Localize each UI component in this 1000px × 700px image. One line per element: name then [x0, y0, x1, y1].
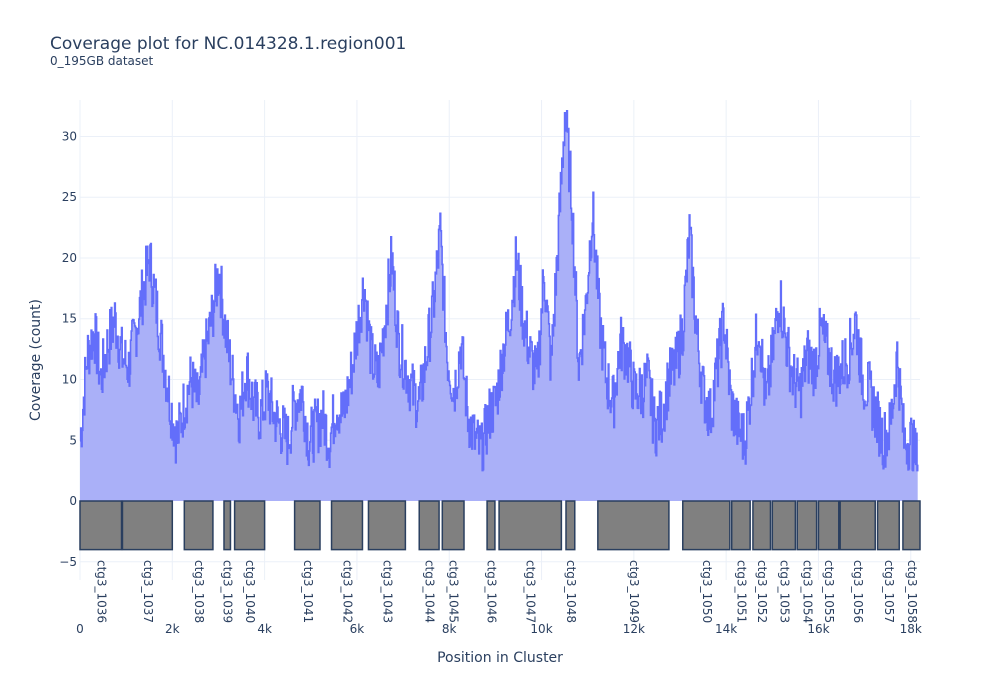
gene-box: [565, 500, 576, 551]
x-tick-label: 0: [76, 622, 84, 636]
gene-label: ctg3_1047: [524, 560, 538, 623]
gene-label: ctg3_1041: [301, 560, 315, 623]
coverage-line: [79, 110, 919, 472]
y-tick-label: 5: [69, 433, 77, 447]
gene-box: [293, 500, 321, 551]
y-tick-label: 25: [62, 190, 77, 204]
gene-label: ctg3_1038: [192, 560, 206, 623]
gene-label: ctg3_1042: [341, 560, 355, 623]
gene-label: ctg3_1039: [221, 560, 235, 623]
x-axis-title: Position in Cluster: [437, 650, 563, 666]
x-tick-label: 10k: [530, 622, 552, 636]
gene-box: [752, 500, 772, 551]
y-axis-title: Coverage (count): [28, 299, 44, 421]
gene-box: [441, 500, 465, 551]
gene-box: [597, 500, 670, 551]
gene-box: [121, 500, 174, 551]
gene-label: ctg3_1056: [851, 560, 865, 623]
gene-box: [330, 500, 364, 551]
chart-subtitle: 0_195GB dataset: [50, 54, 154, 68]
gene-box: [796, 500, 818, 551]
gene-box: [771, 500, 797, 551]
x-tick-label: 18k: [900, 622, 922, 636]
gene-label: ctg3_1052: [755, 560, 769, 623]
x-tick-label: 12k: [623, 622, 645, 636]
gene-box: [367, 500, 407, 551]
gene-label: ctg3_1036: [94, 560, 108, 623]
x-tick-label: 2k: [165, 622, 180, 636]
gene-box: [498, 500, 563, 551]
gene-box: [486, 500, 496, 551]
gene-box: [817, 500, 840, 551]
y-tick-label: 15: [62, 312, 77, 326]
gene-label: ctg3_1049: [627, 560, 641, 623]
gene-box: [902, 500, 921, 551]
gene-box: [418, 500, 440, 551]
gene-box: [233, 500, 266, 551]
gene-box: [730, 500, 751, 551]
y-tick-label: 30: [62, 129, 77, 143]
gene-track: ctg3_1036 ctg3_1037 ctg3_1038 ctg3_1039 ctg3…: [79, 500, 921, 623]
gene-label: ctg3_1050: [700, 560, 714, 623]
gene-label: ctg3_1054: [800, 560, 814, 623]
gene-label: ctg3_1046: [485, 560, 499, 623]
x-tick-label: 4k: [257, 622, 272, 636]
axis-ticks: −5 0 5 10 15 20 25 30 0 2k 4k 6k 8k 10k 12k 14k 16k 18k: [59, 129, 922, 636]
gene-box: [183, 500, 214, 551]
x-tick-label: 16k: [807, 622, 829, 636]
y-tick-label: 0: [69, 494, 77, 508]
coverage-fill: [80, 110, 918, 502]
chart-title: Coverage plot for NC.014328.1.region001: [50, 34, 407, 54]
gene-label: ctg3_1051: [734, 560, 748, 623]
gene-label: ctg3_1058: [905, 560, 919, 623]
gene-label: ctg3_1043: [380, 560, 394, 623]
gene-label: ctg3_1057: [882, 560, 896, 623]
gene-box: [79, 500, 123, 551]
y-tick-label: 20: [62, 251, 77, 265]
coverage-area: [79, 110, 919, 502]
y-tick-label: 10: [62, 372, 77, 386]
gene-label: ctg3_1048: [564, 560, 578, 623]
gene-box: [223, 500, 232, 551]
gene-label: ctg3_1037: [141, 560, 155, 623]
x-tick-label: 8k: [442, 622, 457, 636]
gene-box: [682, 500, 731, 551]
x-tick-label: 6k: [350, 622, 365, 636]
gene-label: ctg3_1053: [777, 560, 791, 623]
gene-label: ctg3_1045: [447, 560, 461, 623]
gene-box: [876, 500, 900, 551]
gene-box: [839, 500, 876, 551]
gene-label: ctg3_1040: [243, 560, 257, 623]
x-tick-label: 14k: [715, 622, 737, 636]
gene-label: ctg3_1044: [423, 560, 437, 623]
gene-label: ctg3_1055: [822, 560, 836, 623]
y-tick-label: −5: [59, 555, 77, 569]
